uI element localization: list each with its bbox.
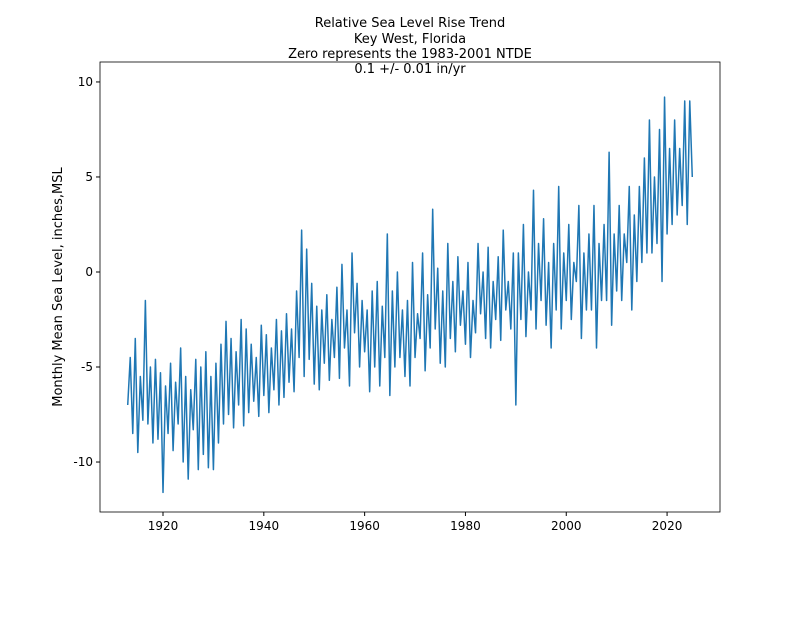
chart-subtitle: Key West, Florida xyxy=(354,32,466,47)
data-line xyxy=(126,96,694,494)
y-tick-label: -5 xyxy=(81,360,93,374)
chart-subtitle: 0.1 +/- 0.01 in/yr xyxy=(354,62,466,77)
x-tick-label: 2020 xyxy=(652,519,683,533)
y-tick-label: -10 xyxy=(73,455,93,469)
x-tick-label: 1980 xyxy=(450,519,481,533)
x-tick-label: 1960 xyxy=(349,519,380,533)
y-tick-label: 0 xyxy=(85,265,93,279)
x-tick-label: 2000 xyxy=(551,519,582,533)
chart-title: Relative Sea Level Rise Trend xyxy=(315,16,505,31)
y-tick-label: 10 xyxy=(78,75,93,89)
y-axis-label: Monthly Mean Sea Level, inches,MSL xyxy=(51,166,66,406)
chart-subtitle: Zero represents the 1983-2001 NTDE xyxy=(288,47,532,62)
y-tick-label: 5 xyxy=(85,170,93,184)
x-tick-label: 1940 xyxy=(249,519,280,533)
x-tick-label: 1920 xyxy=(148,519,179,533)
plot-frame xyxy=(99,61,721,513)
